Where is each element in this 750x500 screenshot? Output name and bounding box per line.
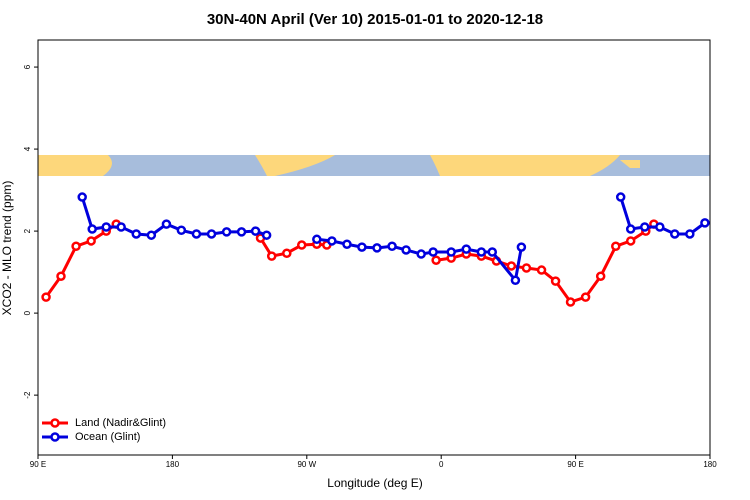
point	[131, 229, 142, 239]
point	[595, 271, 606, 281]
point	[87, 224, 97, 234]
point	[357, 242, 367, 252]
y-tick-label: 6	[23, 64, 32, 69]
y-tick-label: 0	[23, 310, 32, 315]
point	[236, 227, 247, 237]
x-tick-label: 180	[166, 460, 180, 469]
point	[296, 240, 307, 250]
point	[446, 247, 456, 257]
point	[71, 241, 81, 252]
legend-label: Ocean (Glint)	[75, 431, 140, 443]
point	[670, 229, 680, 239]
point	[625, 224, 636, 234]
plot-frame	[37, 39, 711, 456]
point	[625, 236, 636, 246]
x-tick-label: 90 E	[30, 460, 46, 469]
point	[521, 263, 532, 273]
point	[56, 271, 66, 281]
point	[476, 247, 487, 257]
legend-label: Land (Nadir&Glint)	[75, 417, 166, 429]
x-tick-label: 90 W	[297, 460, 316, 469]
point	[86, 236, 96, 246]
point	[221, 227, 232, 237]
point	[206, 229, 217, 239]
point	[250, 226, 261, 236]
y-axis-label: XCO2 - MLO trend (ppm)	[0, 181, 14, 316]
y-tick-label: -2	[23, 391, 32, 399]
x-axis-label: Longitude (deg E)	[327, 476, 422, 490]
point	[312, 234, 322, 245]
point	[282, 248, 292, 258]
legend-marker	[50, 418, 60, 428]
legend-marker	[50, 432, 60, 442]
point	[615, 192, 626, 202]
point	[266, 251, 277, 261]
y-tick-label: 4	[23, 146, 32, 151]
point	[431, 255, 441, 265]
point	[611, 241, 621, 252]
x-tick-label: 180	[703, 460, 717, 469]
y-tick-label: 2	[23, 228, 32, 233]
point	[536, 265, 547, 275]
point	[41, 292, 51, 302]
point	[372, 243, 382, 253]
point	[327, 236, 337, 246]
point	[77, 192, 87, 202]
point	[342, 239, 352, 249]
point	[261, 230, 272, 240]
series-line	[80, 196, 706, 284]
point	[516, 242, 527, 252]
point	[101, 222, 111, 232]
point	[387, 241, 397, 252]
point	[146, 230, 157, 240]
point	[416, 249, 426, 259]
point	[428, 247, 438, 257]
point	[461, 244, 472, 254]
x-tick-label: 90 E	[567, 460, 583, 469]
point	[176, 225, 187, 236]
point	[487, 247, 498, 257]
x-tick-label: 0	[439, 460, 444, 469]
point	[510, 275, 521, 286]
point	[116, 222, 126, 232]
point	[565, 297, 576, 307]
chart-title: 30N-40N April (Ver 10) 2015-01-01 to 202…	[207, 11, 543, 28]
point	[655, 222, 665, 232]
map-band	[38, 155, 710, 176]
point	[685, 229, 695, 239]
point	[161, 219, 172, 229]
point	[639, 222, 650, 232]
point	[506, 261, 517, 271]
point	[550, 276, 561, 286]
point	[401, 245, 411, 255]
point	[580, 292, 591, 302]
point	[191, 229, 202, 239]
point	[700, 218, 710, 228]
